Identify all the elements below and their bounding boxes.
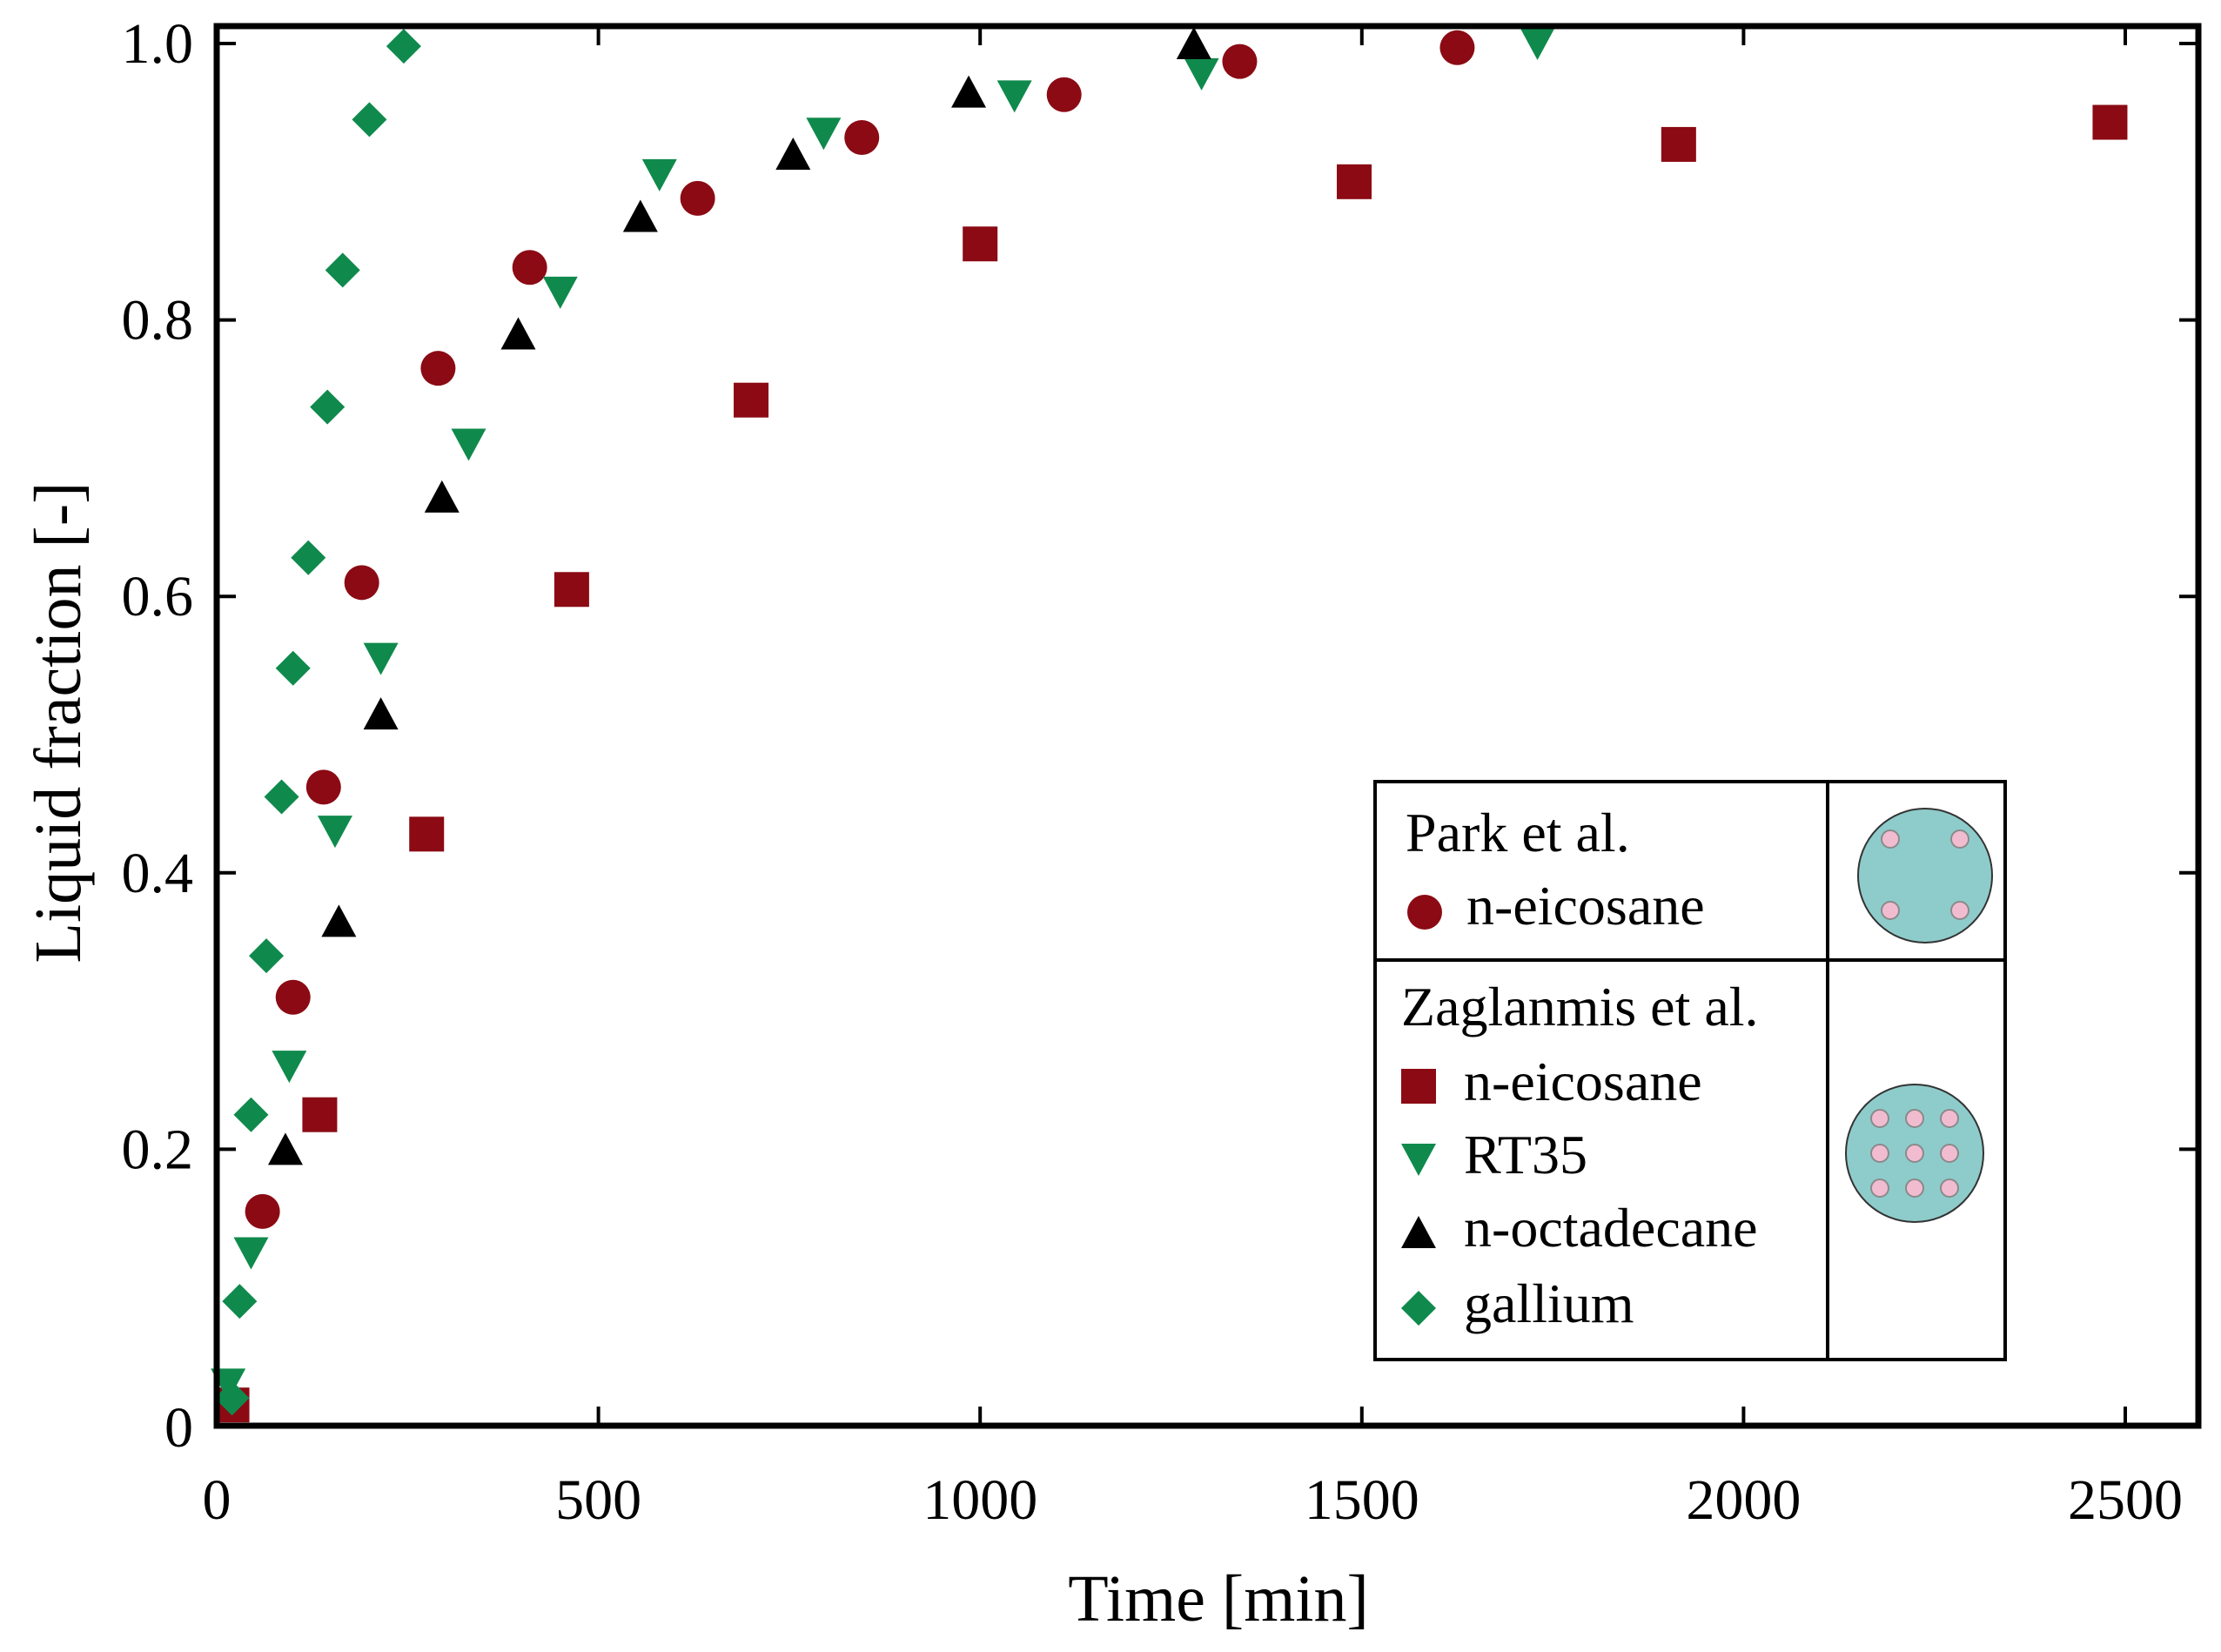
data-point-triangle-up (424, 480, 460, 513)
data-point-triangle-up (1176, 27, 1211, 59)
data-point-triangle-down (1520, 28, 1555, 60)
data-point-square (1337, 164, 1372, 199)
y-tick-label: 0.8 (122, 289, 194, 353)
data-point-diamond (222, 1284, 258, 1320)
data-point-triangle-up (622, 199, 658, 232)
data-point-triangle-down (363, 642, 399, 675)
data-point-circle (1222, 44, 1258, 79)
data-point-triangle-up (363, 697, 399, 730)
data-point-triangle-up (500, 317, 536, 350)
data-point-diamond (249, 938, 285, 974)
data-point-triangle-down (996, 80, 1032, 113)
data-point-diamond (275, 650, 311, 686)
legend-marker-triangle-up (1401, 1216, 1436, 1248)
x-tick-label: 2000 (1686, 1468, 1801, 1532)
legend-group-title: Park et al. (1406, 802, 1630, 863)
data-point-triangle-up (951, 75, 987, 108)
data-point-square (963, 226, 998, 262)
data-point-square (409, 816, 445, 852)
x-tick-label: 1000 (923, 1468, 1037, 1532)
data-point-circle (420, 351, 456, 386)
data-point-circle (275, 979, 311, 1015)
x-tick-label: 2500 (2068, 1468, 2183, 1532)
legend-marker-diamond (1401, 1291, 1436, 1326)
legend-group-title: Zaglanmis et al. (1401, 976, 1759, 1038)
legend-entry-label: n-eicosane (1466, 875, 1705, 937)
data-point-diamond (264, 779, 299, 815)
data-point-circle (245, 1193, 280, 1229)
legend-entry-label: gallium (1464, 1273, 1634, 1334)
data-point-diamond (352, 102, 387, 138)
data-point-triangle-down (641, 158, 677, 191)
series-square (214, 104, 2128, 1423)
data-point-triangle-down (1184, 57, 1219, 91)
y-tick-label: 0.4 (122, 842, 194, 905)
data-point-diamond (325, 252, 360, 288)
tube-4-holes-icon (1857, 808, 1993, 944)
series-triangle-down (211, 28, 1555, 1401)
data-point-circle (680, 180, 715, 216)
legend-entry-label: n-octadecane (1464, 1197, 1758, 1259)
data-point-circle (844, 119, 880, 155)
x-tick-label: 500 (555, 1468, 641, 1532)
y-tick-label: 0 (164, 1396, 193, 1460)
data-point-diamond (310, 389, 346, 425)
tick-labels: 0 500 1000 1500 2000 2500 0 0.2 0.4 0.6 0.8 1.0 (122, 12, 2184, 1532)
data-point-triangle-down (317, 816, 352, 849)
data-point-triangle-up (321, 904, 357, 937)
y-tick-label: 0.6 (122, 565, 194, 628)
data-point-triangle-down (272, 1051, 307, 1084)
data-point-square (2092, 104, 2128, 140)
data-point-diamond (386, 29, 421, 64)
data-point-triangle-down (542, 276, 578, 309)
data-markers (211, 27, 2128, 1423)
data-point-diamond (291, 540, 326, 575)
x-tick-label: 0 (203, 1468, 231, 1532)
data-point-circle (344, 565, 379, 601)
series-triangle-up (267, 27, 1211, 1165)
data-point-square (554, 572, 589, 608)
y-tick-label: 0.2 (122, 1118, 194, 1181)
data-point-circle (1439, 30, 1475, 65)
series-diamond (214, 29, 421, 1416)
legend-entry-label: n-eicosane (1464, 1051, 1702, 1112)
data-point-triangle-up (775, 138, 811, 171)
data-point-circle (305, 769, 341, 805)
data-point-square (1661, 126, 1696, 162)
data-point-triangle-down (451, 428, 486, 461)
legend-marker-circle (1407, 895, 1442, 930)
legend-entry-label: RT35 (1464, 1124, 1587, 1185)
data-point-diamond (214, 1380, 250, 1416)
data-point-circle (1046, 77, 1082, 112)
data-point-circle (512, 250, 547, 285)
legend-marker-triangle-down (1401, 1144, 1436, 1176)
data-point-diamond (233, 1097, 269, 1132)
y-axis-title: Liquid fraction [-] (22, 482, 95, 964)
data-point-triangle-down (233, 1237, 269, 1270)
data-point-triangle-down (806, 118, 842, 151)
data-point-square (734, 382, 769, 418)
legend-box (1373, 780, 2007, 1361)
series-circle (245, 30, 1475, 1229)
tube-9-holes-icon (1845, 1084, 1984, 1223)
legend: Park et al. n-eicosane Zaglanmis et al. n-e… (1373, 780, 2007, 1361)
data-point-triangle-up (267, 1132, 303, 1165)
data-point-square (302, 1097, 338, 1132)
x-axis-title: Time [min] (1068, 1562, 1369, 1635)
legend-marker-square (1401, 1069, 1436, 1104)
x-tick-label: 1500 (1305, 1468, 1419, 1532)
y-tick-label: 1.0 (122, 12, 194, 76)
plot-frame (213, 23, 2202, 1429)
